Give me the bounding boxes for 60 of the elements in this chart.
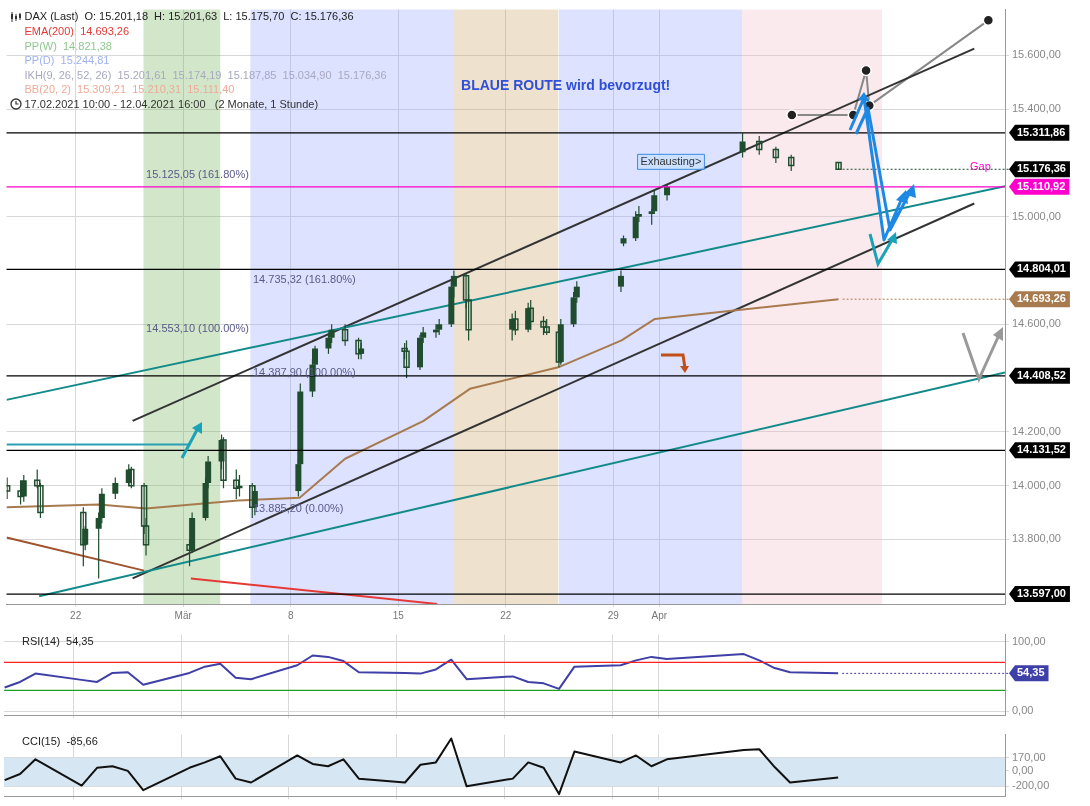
x-tick-label: 15 (392, 609, 405, 621)
annotation: PP(D) 15.244,81 (24, 54, 110, 67)
x-tick-label: 22 (70, 609, 82, 621)
annotation: IKH(9, 26, 52, 26) 15.201,61 15.174,19 15.187,85 15.034,90 15.176,36 (24, 68, 387, 81)
ref-line-label: 13.597,00 (1017, 587, 1066, 600)
candlestick (112, 476, 119, 500)
chart-title: RSI(14) 54,35 (22, 634, 94, 647)
ref-line-label: 14.408,52 (1017, 368, 1066, 381)
x-tick-label: 29 (607, 609, 620, 621)
y-tick-label: -200,00 (1012, 779, 1050, 792)
y-tick-label: 15.400,00 (1012, 102, 1061, 115)
x-tick-label: 22 (500, 609, 512, 621)
y-tick-label: 14.600,00 (1012, 317, 1061, 330)
y-tick-label: 13.800,00 (1012, 532, 1061, 545)
y-tick-label: 0,00 (1012, 704, 1034, 717)
text: BLAUE ROUTE wird bevorzugt! (461, 76, 671, 93)
candlestick (651, 189, 658, 215)
candlestick (632, 210, 639, 242)
candlestick (80, 506, 87, 567)
chart-title: DAX (Last) O: 15.201,18 H: 15.201,63 L: 15.175,70 C: 15.176,36 (24, 9, 354, 22)
candlestick (233, 468, 240, 500)
candlestick (355, 337, 362, 360)
y-tick-label: 15.600,00 (1012, 48, 1061, 61)
y-tick-label: 170,00 (1012, 750, 1046, 763)
annotation: BB(20, 2) 15.309,21 15.210,31 15.111,40 (24, 83, 235, 96)
annotation: 14.553,10 (100.00%) (146, 321, 249, 334)
annotation: 14.693,26 (1017, 292, 1066, 305)
candlestick (739, 132, 746, 159)
x-tick-label: Mär (174, 609, 193, 621)
x-tick-label: Apr (651, 609, 668, 621)
annotation: 17.02.2021 10:00 - 12.04.2021 16:00 (2 Monate, 1 Stunde) (24, 97, 319, 110)
candlestick (755, 135, 763, 156)
x-tick-label: 8 (287, 609, 294, 621)
annotation: Exhausting> (640, 155, 702, 168)
ref-line-label: 15.110,92 (1017, 179, 1066, 192)
y-tick-label: 15.000,00 (1012, 209, 1061, 222)
candlestick (249, 482, 256, 519)
ref-line-label: 15.311,86 (1017, 125, 1066, 138)
annotation: PP(W) 14.821,38 (24, 39, 112, 52)
y-tick-label: 100,00 (1012, 634, 1046, 647)
candlestick (512, 310, 519, 336)
candlestick (358, 342, 365, 360)
candlestick (772, 146, 780, 164)
candlestick (20, 474, 27, 503)
annotation: 15.176,36 (1017, 162, 1066, 175)
candlestick (617, 269, 624, 293)
annotation: 14.735,32 (161.80%) (253, 272, 356, 285)
annotation: Gap (970, 160, 991, 173)
chart-title: CCI(15) -85,66 (22, 734, 98, 747)
annotation: 15.125,05 (161.80%) (146, 168, 249, 181)
candlestick (128, 466, 135, 489)
candlestick (341, 323, 349, 347)
y-tick-label: 14.000,00 (1012, 478, 1061, 491)
annotation: EMA(200) 14.693,26 (24, 25, 130, 38)
y-tick-label: 0,00 (1012, 763, 1034, 776)
ref-line-label: 14.804,01 (1017, 262, 1066, 275)
ref-line-label: 14.131,52 (1017, 443, 1066, 456)
y-tick-label: 14.200,00 (1012, 424, 1061, 437)
annotation: 54,35 (1017, 666, 1045, 679)
candlestick (17, 479, 24, 506)
